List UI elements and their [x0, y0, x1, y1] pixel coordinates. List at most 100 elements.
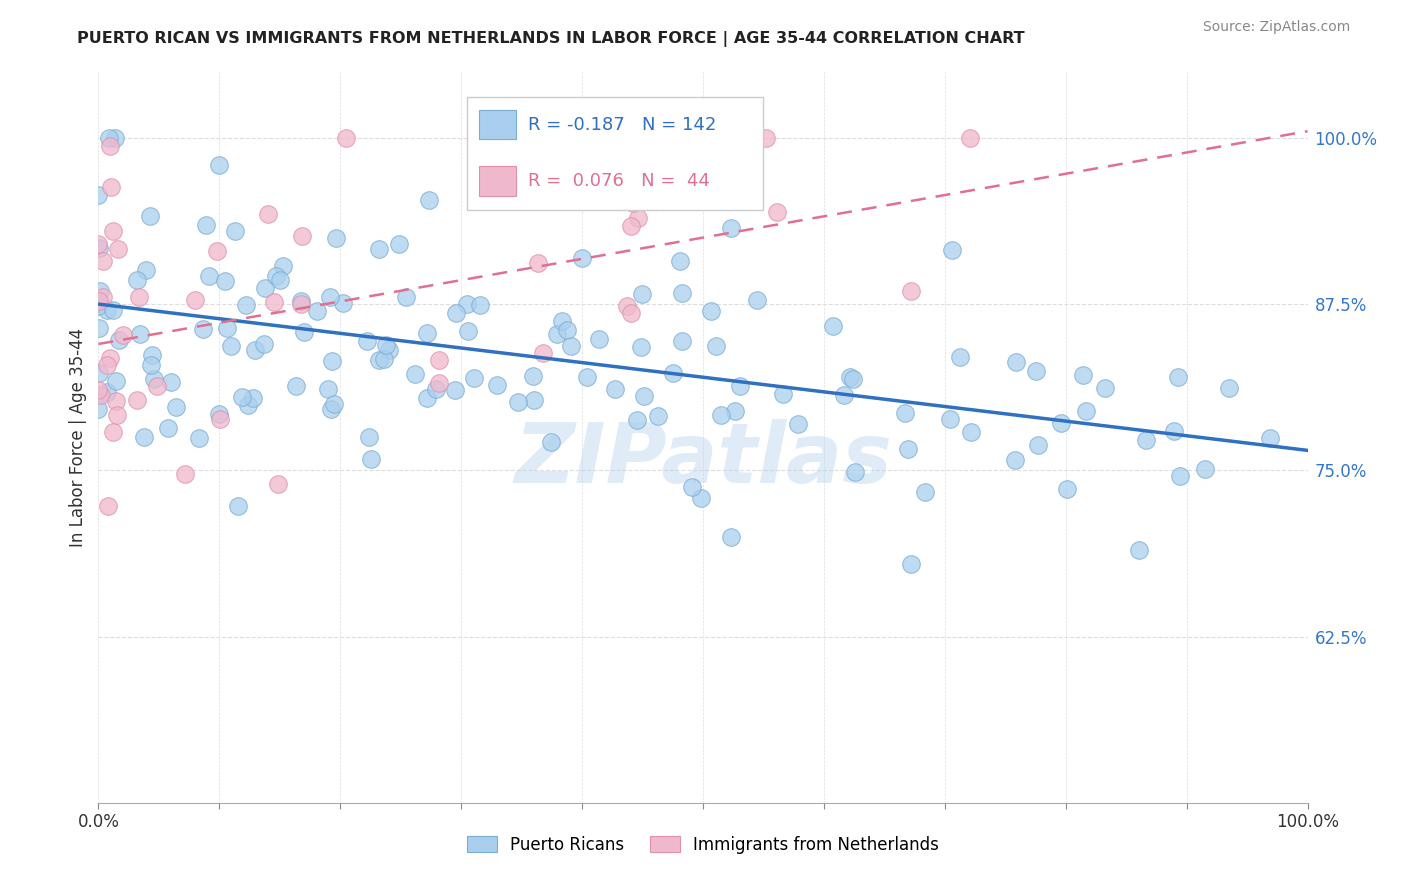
Point [728, 379, 751, 393]
Point [1128, 542, 1150, 557]
Point [689, 491, 711, 505]
Point [621, 195, 644, 210]
Point [1071, 368, 1094, 383]
Point [1094, 381, 1116, 395]
Point [1004, 452, 1026, 467]
Point [242, 391, 264, 405]
Point [662, 367, 685, 381]
Point [949, 350, 972, 364]
Point [87, 237, 110, 252]
Point [897, 442, 920, 457]
Point [523, 392, 546, 407]
Point [616, 299, 638, 313]
Point [444, 306, 467, 320]
Point [959, 131, 981, 145]
Point [214, 274, 236, 288]
Point [630, 340, 652, 354]
Point [198, 268, 221, 283]
Point [914, 485, 936, 500]
Point [325, 230, 347, 244]
Point [335, 131, 357, 145]
Point [264, 269, 287, 284]
Point [404, 367, 426, 381]
Point [139, 358, 162, 372]
Point [603, 382, 626, 396]
Point [522, 369, 544, 384]
Point [285, 379, 308, 393]
Point [588, 332, 610, 346]
Point [772, 386, 794, 401]
Point [900, 284, 922, 298]
Point [959, 425, 981, 440]
Point [207, 244, 229, 258]
Point [842, 372, 865, 386]
Point [146, 379, 169, 393]
Point [706, 339, 728, 353]
Point [208, 407, 231, 421]
Point [546, 326, 568, 341]
Text: Source: ZipAtlas.com: Source: ZipAtlas.com [1202, 20, 1350, 34]
Point [253, 337, 276, 351]
Point [839, 369, 862, 384]
Point [305, 304, 328, 318]
Point [620, 306, 643, 320]
Point [425, 382, 447, 396]
Point [1074, 404, 1097, 418]
Point [269, 273, 291, 287]
Point [290, 297, 312, 311]
Point [87, 299, 110, 313]
Point [1170, 469, 1192, 483]
Bar [479, 167, 516, 195]
Point [292, 325, 315, 339]
Point [157, 421, 180, 435]
Point [485, 377, 508, 392]
Point [1004, 355, 1026, 369]
Point [669, 254, 692, 268]
Point [208, 158, 231, 172]
Point [427, 353, 450, 368]
Point [87, 241, 110, 255]
Point [253, 281, 276, 295]
Point [508, 395, 530, 409]
Point [1026, 438, 1049, 452]
Point [142, 372, 165, 386]
Point [89, 284, 111, 298]
Point [127, 392, 149, 407]
Point [620, 219, 643, 233]
Legend: Puerto Ricans, Immigrants from Netherlands: Puerto Ricans, Immigrants from Netherlan… [461, 829, 945, 860]
Point [456, 297, 478, 311]
Point [101, 224, 124, 238]
Point [224, 224, 246, 238]
Point [555, 323, 578, 337]
Point [427, 376, 450, 390]
Point [571, 251, 593, 265]
Point [671, 285, 693, 300]
Point [356, 334, 378, 348]
Point [323, 397, 346, 411]
Point [87, 187, 110, 202]
Point [215, 320, 238, 334]
Point [96, 384, 118, 399]
Point [105, 409, 128, 423]
Point [378, 343, 401, 357]
Text: R = -0.187   N = 142: R = -0.187 N = 142 [527, 116, 716, 134]
Point [526, 256, 548, 270]
Point [104, 131, 127, 145]
Point [360, 452, 382, 467]
Point [576, 370, 599, 384]
Point [443, 383, 465, 397]
Point [418, 194, 440, 208]
Point [236, 398, 259, 412]
Point [786, 417, 808, 431]
Point [367, 353, 389, 368]
Point [375, 338, 398, 352]
Point [531, 346, 554, 360]
Point [647, 409, 669, 424]
Point [939, 412, 962, 426]
Point [127, 273, 149, 287]
Point [141, 348, 163, 362]
Point [745, 293, 768, 307]
Point [226, 500, 249, 514]
Point [1135, 433, 1157, 447]
Point [620, 131, 643, 145]
